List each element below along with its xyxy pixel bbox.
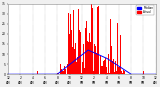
Legend: Median, Actual: Median, Actual (136, 5, 154, 15)
